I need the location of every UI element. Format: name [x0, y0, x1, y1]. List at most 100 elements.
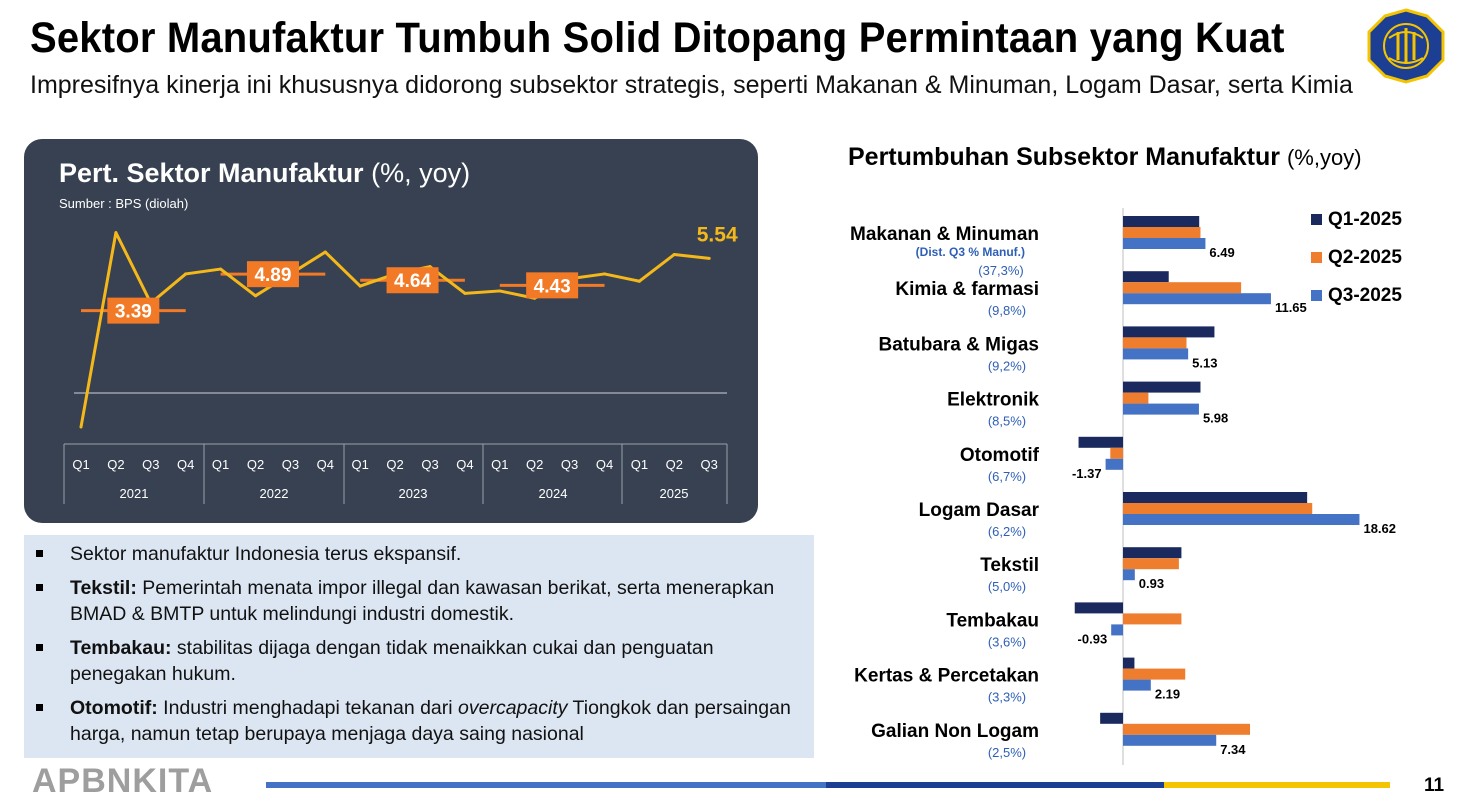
annual-average-label: 3.39 — [115, 302, 152, 323]
x-tick-label: Q1 — [631, 457, 648, 472]
annual-average-label: 4.89 — [254, 265, 291, 286]
bar-q2-2025 — [1123, 558, 1179, 570]
category-label: Kimia & farmasi — [895, 279, 1039, 300]
notes-box: Sektor manufaktur Indonesia terus ekspan… — [24, 535, 814, 758]
bar-q2-2025 — [1123, 392, 1149, 404]
bar-q2-2025 — [1123, 668, 1186, 680]
legend-swatch — [1311, 252, 1322, 263]
manufacturing-growth-panel — [24, 139, 758, 523]
legend-label: Q1-2025 — [1328, 209, 1402, 230]
bullet-icon — [36, 584, 43, 591]
bar-q3-2025 — [1123, 679, 1151, 691]
bar-q2-2025 — [1123, 337, 1187, 349]
year-label: 2023 — [399, 486, 428, 501]
apbnkita-logo: APBNKITA — [32, 762, 214, 800]
share-label: (9,8%) — [988, 303, 1026, 318]
growth-point — [463, 291, 467, 295]
bar-q2-2025 — [1110, 447, 1123, 459]
subsector-growth-bar-chart: Makanan & Minuman(Dist. Q3 % Manuf.) (37,… — [850, 208, 1402, 765]
growth-point — [219, 267, 223, 271]
x-tick-label: Q1 — [72, 457, 89, 472]
x-tick-label: Q3 — [282, 457, 299, 472]
bullet-icon — [36, 644, 43, 651]
x-tick-label: Q4 — [177, 457, 194, 472]
bullet-icon — [36, 704, 43, 711]
footer-line-navy — [826, 782, 1164, 788]
bar-q1-2025 — [1100, 712, 1123, 724]
bullet-icon — [36, 550, 43, 557]
growth-point — [498, 289, 502, 293]
bar-q1-2025 — [1123, 326, 1215, 338]
share-label: (9,2%) — [988, 358, 1026, 373]
bar-q1-2025 — [1123, 657, 1135, 669]
legend-label: Q2-2025 — [1328, 247, 1402, 268]
share-label: (5,0%) — [988, 579, 1026, 594]
share-label: (3,3%) — [988, 690, 1026, 705]
share-label: (6,2%) — [988, 524, 1026, 539]
note-item: Sektor manufaktur Indonesia terus ekspan… — [36, 541, 800, 567]
share-label: (6,7%) — [988, 469, 1026, 484]
category-label: Galian Non Logam — [871, 721, 1039, 742]
last-value-label: 5.54 — [697, 223, 738, 246]
legend-label: Q3-2025 — [1328, 285, 1402, 306]
share-label: (2,5%) — [988, 745, 1026, 760]
annual-average-box — [246, 261, 299, 288]
bar-q2-2025 — [1123, 613, 1182, 625]
year-label: 2021 — [120, 486, 149, 501]
category-label: Logam Dasar — [919, 500, 1040, 521]
bar-chart-title: Pertumbuhan Subsektor Manufaktur (%,yoy) — [848, 143, 1362, 171]
x-tick-label: Q3 — [142, 457, 159, 472]
bar-q1-2025 — [1123, 547, 1182, 559]
bar-q1-2025 — [1074, 602, 1123, 614]
bar-q1-2025 — [1123, 492, 1308, 503]
annual-average-box — [107, 297, 160, 324]
footer-line-blue — [266, 782, 826, 788]
x-tick-label: Q4 — [456, 457, 473, 472]
growth-point — [707, 256, 711, 260]
annual-average-label: 4.43 — [534, 276, 571, 297]
kemenkeu-logo-icon — [1367, 8, 1445, 84]
bar-q3-2025 — [1123, 734, 1217, 746]
page-number: 11 — [1424, 775, 1445, 796]
x-tick-label: Q2 — [666, 457, 683, 472]
growth-point — [254, 294, 257, 298]
x-tick-label: Q3 — [561, 457, 578, 472]
q3-value-label: 11.65 — [1275, 300, 1307, 315]
x-tick-label: Q4 — [317, 457, 334, 472]
q3-value-label: 2.19 — [1155, 687, 1180, 702]
growth-point — [114, 231, 118, 235]
category-label: Tembakau — [946, 610, 1039, 631]
category-label: Elektronik — [947, 390, 1039, 411]
page-title: Sektor Manufaktur Tumbuh Solid Ditopang … — [30, 14, 1285, 62]
bar-q1-2025 — [1123, 381, 1201, 393]
bar-q2-2025 — [1123, 227, 1201, 238]
bar-q3-2025 — [1123, 348, 1189, 360]
note-item: Tembakau: stabilitas dijaga dengan tidak… — [36, 635, 800, 687]
q3-value-label: 6.49 — [1209, 245, 1234, 260]
q3-value-label: 18.62 — [1363, 521, 1396, 536]
x-tick-label: Q1 — [352, 457, 369, 472]
q3-value-label: 5.13 — [1192, 355, 1217, 370]
annual-average-box — [526, 272, 579, 299]
growth-point — [323, 250, 327, 254]
line-chart-title: Pert. Sektor Manufaktur (%, yoy) — [59, 158, 471, 188]
legend-swatch — [1311, 214, 1322, 225]
growth-series-line — [79, 231, 710, 428]
category-label: Makanan & Minuman — [850, 224, 1039, 245]
bar-q1-2025 — [1123, 216, 1200, 227]
growth-point — [184, 272, 188, 276]
x-tick-label: Q2 — [107, 457, 124, 472]
category-label: Batubara & Migas — [879, 334, 1039, 355]
year-label: 2022 — [260, 486, 289, 501]
x-tick-label: Q3 — [421, 457, 438, 472]
annual-average-box — [386, 267, 439, 294]
category-label: Tekstil — [980, 555, 1039, 576]
note-item: Tekstil: Pemerintah menata impor illegal… — [36, 575, 800, 627]
x-tick-label: Q1 — [491, 457, 508, 472]
share-label: (8,5%) — [988, 414, 1026, 429]
bar-q3-2025 — [1123, 293, 1271, 305]
line-chart-source: Sumber : BPS (diolah) — [59, 196, 189, 211]
bar-q3-2025 — [1123, 514, 1360, 525]
growth-point — [603, 272, 606, 276]
growth-point — [637, 279, 641, 283]
